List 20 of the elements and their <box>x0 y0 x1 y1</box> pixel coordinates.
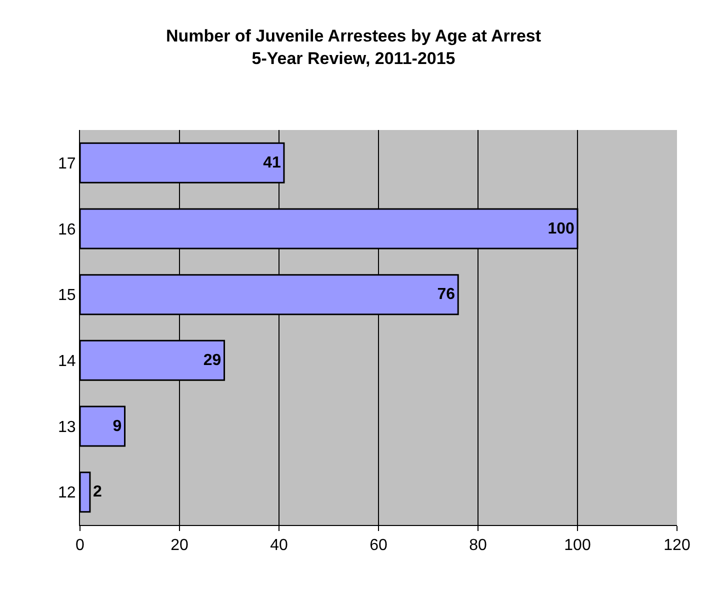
y-tick-label: 16 <box>58 221 76 238</box>
x-tick-label: 80 <box>469 537 487 554</box>
data-label: 2 <box>92 484 102 501</box>
x-tick-label: 100 <box>564 537 591 554</box>
data-label: 41 <box>263 154 281 172</box>
x-tick-label: 0 <box>76 537 85 554</box>
x-tick-label: 60 <box>370 537 388 554</box>
chart-title: Number of Juvenile Arrestees by Age at Arrest 5-Year Review, 2011-2015 <box>166 26 542 68</box>
data-label: 9 <box>112 418 122 435</box>
y-tick-label: 12 <box>58 484 76 502</box>
data-label: 100 <box>548 220 574 238</box>
data-label: 76 <box>437 286 456 304</box>
y-tick-label: 14 <box>58 353 76 370</box>
y-tick-label: 13 <box>58 418 76 436</box>
x-tick-label: 40 <box>270 537 288 554</box>
y-tick-label: 15 <box>58 287 76 304</box>
x-tick-label: 20 <box>170 537 188 554</box>
data-label: 29 <box>203 352 222 369</box>
x-tick-label: 120 <box>664 537 690 554</box>
y-tick-label: 17 <box>58 156 76 173</box>
